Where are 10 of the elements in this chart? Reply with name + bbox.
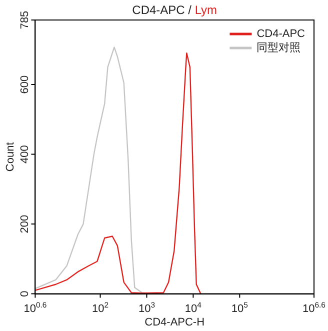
legend-label: 同型对照 [256, 41, 301, 54]
x-axis-title: CD4-APC-H [144, 316, 205, 328]
y-tick-label: 400 [19, 145, 32, 164]
y-tick-label: 200 [19, 214, 32, 234]
y-tick-label: 785 [19, 10, 32, 30]
legend-label: CD4-APC [256, 28, 306, 40]
y-tick-label: 600 [19, 75, 32, 94]
y-axis-title: Count [4, 142, 17, 172]
chart-title: CD4-APC / Lym [132, 3, 218, 17]
y-tick-label: 0 [19, 290, 32, 297]
